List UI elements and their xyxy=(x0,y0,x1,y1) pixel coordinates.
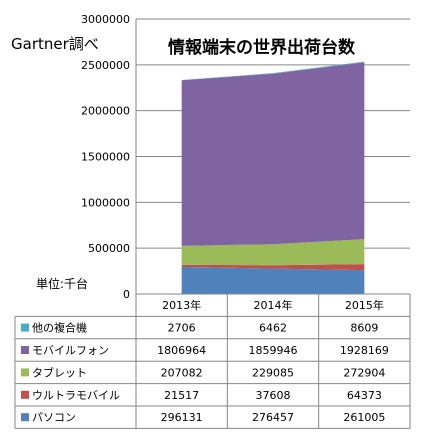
x-category-label: 2013年 xyxy=(162,298,201,312)
data-value-cell: 272904 xyxy=(343,366,385,379)
legend-key xyxy=(21,413,29,422)
legend-key xyxy=(21,390,29,399)
data-value-cell: 1928169 xyxy=(340,344,389,357)
y-tick-label: 2000000 xyxy=(81,105,130,118)
y-tick-label: 3000000 xyxy=(81,13,130,26)
series-name-cell: ウルトラモバイル xyxy=(32,389,120,402)
unit-label: 単位:千台 xyxy=(36,277,89,291)
data-value-cell: 296131 xyxy=(161,411,203,424)
x-category-label: 2015年 xyxy=(345,298,384,312)
data-value-cell: 207082 xyxy=(161,366,203,379)
area-series-0 xyxy=(181,266,365,294)
data-value-cell: 1859946 xyxy=(249,344,298,357)
data-value-cell: 8609 xyxy=(350,322,378,335)
y-tick-label: 500000 xyxy=(88,242,130,255)
chart-title: 情報端末の世界出荷台数 xyxy=(168,38,355,58)
y-tick-label: 0 xyxy=(123,288,130,301)
series-name-cell: モバイルフォン xyxy=(32,344,109,357)
y-tick-label: 2500000 xyxy=(81,59,130,72)
y-tick-label: 1000000 xyxy=(81,196,130,209)
data-value-cell: 21517 xyxy=(164,389,199,402)
data-value-cell: 37608 xyxy=(256,389,291,402)
data-value-cell: 261005 xyxy=(343,411,385,424)
legend-key xyxy=(21,368,29,377)
series-name-cell: 他の複合機 xyxy=(32,321,87,335)
source-note: Gartner調べ xyxy=(11,35,99,53)
series-name-cell: パソコン xyxy=(32,411,76,424)
data-value-cell: 2706 xyxy=(168,322,196,335)
area-series-1 xyxy=(181,264,365,271)
y-tick-label: 1500000 xyxy=(81,151,130,164)
data-value-cell: 64373 xyxy=(347,389,382,402)
data-value-cell: 276457 xyxy=(252,411,294,424)
legend-key xyxy=(21,323,29,332)
x-category-label: 2014年 xyxy=(254,298,293,312)
series-name-cell: タブレット xyxy=(32,365,87,379)
area-series-2 xyxy=(181,239,365,266)
data-value-cell: 6462 xyxy=(259,322,287,335)
legend-key xyxy=(21,346,29,354)
data-value-cell: 229085 xyxy=(252,366,294,379)
data-value-cell: 1806964 xyxy=(157,344,206,357)
area-series-3 xyxy=(181,62,365,246)
